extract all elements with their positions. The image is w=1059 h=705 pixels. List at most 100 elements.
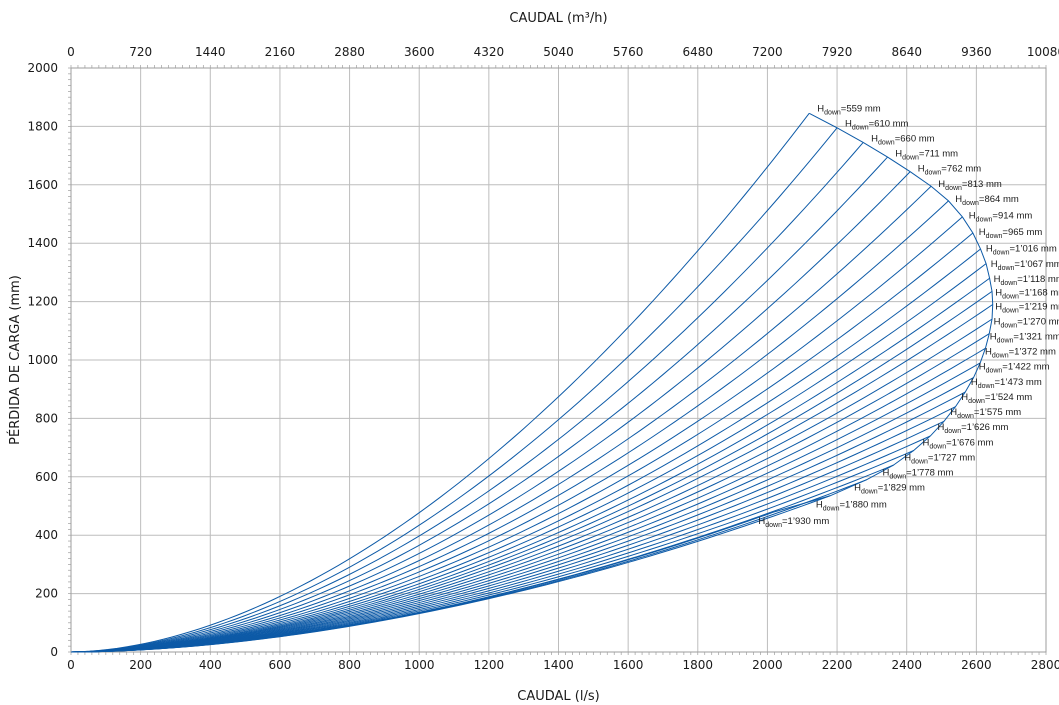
- y-tick-label: 400: [35, 528, 58, 542]
- y-tick-label: 1800: [27, 119, 58, 133]
- top-x-tick-label: 5040: [543, 45, 574, 59]
- x-tick-label: 0: [67, 658, 75, 672]
- curve-label: Hdown=1’829 mm: [854, 483, 925, 496]
- curve-label: Hdown=1’270 mm: [994, 316, 1059, 329]
- series-line: [70, 200, 949, 653]
- top-x-tick-label: 3600: [404, 45, 435, 59]
- envelope-line: [774, 112, 994, 513]
- curve-label: Hdown=1’016 mm: [986, 244, 1057, 257]
- top-x-tick-label: 1440: [195, 45, 226, 59]
- top-x-tick-label: 2160: [265, 45, 296, 59]
- series-line: [70, 290, 993, 653]
- top-x-tick-label: 7920: [822, 45, 853, 59]
- series-line: [70, 185, 932, 653]
- y-tick-label: 1400: [27, 236, 58, 250]
- curve-label: Hdown=1’321 mm: [990, 332, 1059, 345]
- curve-label: Hdown=1’219 mm: [995, 301, 1059, 314]
- series-line: [70, 318, 993, 653]
- series-layer: [70, 112, 994, 653]
- tick-label-layer: 0020072040014406002160800288010003600120…: [27, 45, 1059, 672]
- curve-label: Hdown=1’473 mm: [971, 377, 1042, 390]
- curve-label: Hdown=914 mm: [969, 211, 1033, 224]
- curve-label: Hdown=813 mm: [938, 179, 1002, 192]
- x-tick-label: 1400: [543, 658, 574, 672]
- curve-label: Hdown=965 mm: [979, 227, 1043, 240]
- series-line: [70, 435, 931, 653]
- curve-label: Hdown=711 mm: [895, 149, 958, 162]
- series-line: [70, 216, 963, 653]
- series-line: [70, 333, 990, 653]
- top-x-tick-label: 7200: [752, 45, 783, 59]
- curve-label: Hdown=1’930 mm: [758, 516, 829, 529]
- series-line: [70, 495, 831, 653]
- x-tick-label: 2000: [752, 658, 783, 672]
- curve-label: Hdown=762 mm: [918, 164, 982, 177]
- curve-label: Hdown=1’880 mm: [816, 499, 887, 512]
- series-line: [70, 277, 990, 653]
- x-tick-label: 2800: [1031, 658, 1059, 672]
- top-x-tick-label: 2880: [334, 45, 365, 59]
- curve-label: Hdown=1’626 mm: [938, 422, 1009, 435]
- x-tick-label: 1800: [683, 658, 714, 672]
- top-x-tick-label: 5760: [613, 45, 644, 59]
- series-line: [70, 156, 888, 653]
- curve-label: Hdown=559 mm: [817, 103, 881, 116]
- curve-label: Hdown=1’168 mm: [995, 288, 1059, 301]
- x-tick-label: 1600: [613, 658, 644, 672]
- y-tick-label: 1200: [27, 295, 58, 309]
- curve-label: Hdown=864 mm: [955, 194, 1019, 207]
- top-axis-title: CAUDAL (m³/h): [509, 11, 607, 26]
- curve-label: Hdown=1’778 mm: [883, 468, 954, 481]
- curve-label: Hdown=1’676 mm: [923, 437, 994, 450]
- curve-label: Hdown=660 mm: [871, 134, 935, 147]
- series-line: [70, 142, 864, 653]
- minor-tick-layer: [68, 65, 1047, 655]
- y-tick-label: 800: [35, 411, 58, 425]
- x-axis-title: CAUDAL (l/s): [517, 689, 599, 704]
- x-tick-label: 800: [338, 658, 361, 672]
- top-x-tick-label: 4320: [474, 45, 505, 59]
- x-tick-label: 200: [129, 658, 152, 672]
- series-line: [70, 232, 974, 653]
- series-line: [70, 248, 981, 653]
- x-tick-label: 400: [199, 658, 222, 672]
- curve-label: Hdown=1’524 mm: [961, 392, 1032, 405]
- x-tick-label: 2200: [822, 658, 853, 672]
- y-tick-label: 600: [35, 470, 58, 484]
- top-x-tick-label: 6480: [683, 45, 714, 59]
- series-line: [70, 304, 993, 653]
- series-line: [70, 479, 867, 653]
- series-line: [70, 263, 987, 653]
- series-line: [70, 420, 945, 653]
- top-x-tick-label: 9360: [961, 45, 992, 59]
- curve-label: Hdown=1’067 mm: [991, 259, 1059, 272]
- y-tick-label: 0: [50, 645, 58, 659]
- top-x-tick-label: 0: [67, 45, 75, 59]
- x-tick-label: 600: [268, 658, 291, 672]
- series-line: [70, 127, 838, 653]
- series-line: [70, 464, 894, 653]
- series-line: [70, 406, 956, 653]
- curve-label: Hdown=1’727 mm: [904, 452, 975, 465]
- series-line: [70, 391, 966, 653]
- curve-label: Hdown=1’372 mm: [985, 347, 1056, 360]
- curve-label: Hdown=1’118 mm: [994, 274, 1059, 287]
- series-line: [70, 511, 775, 653]
- x-tick-label: 2400: [891, 658, 922, 672]
- series-line: [70, 112, 810, 653]
- top-x-tick-label: 8640: [891, 45, 922, 59]
- y-tick-label: 1000: [27, 353, 58, 367]
- curve-label: Hdown=1’575 mm: [950, 407, 1021, 420]
- y-tick-label: 1600: [27, 178, 58, 192]
- x-tick-label: 1200: [474, 658, 505, 672]
- series-line: [70, 171, 911, 653]
- top-x-tick-label: 720: [129, 45, 152, 59]
- curve-label-layer: Hdown=559 mm Hdown=610 mm Hdown=660 mm Hdow…: [758, 103, 1059, 529]
- x-tick-label: 2600: [961, 658, 992, 672]
- x-tick-label: 1000: [404, 658, 435, 672]
- y-tick-label: 2000: [27, 61, 58, 75]
- curve-label: Hdown=610 mm: [845, 118, 909, 131]
- y-axis-title: PÉRDIDA DE CARGA (mm): [7, 275, 23, 445]
